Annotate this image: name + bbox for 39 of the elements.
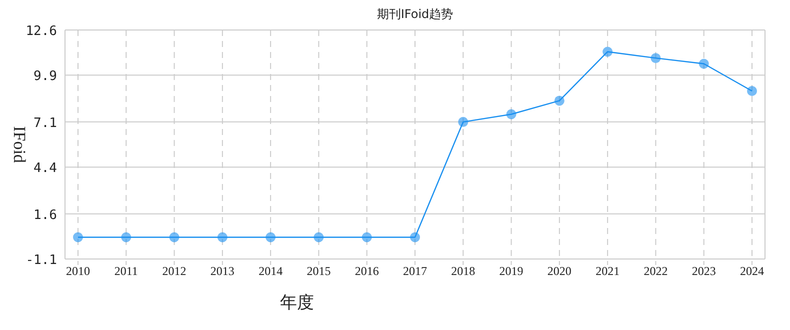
- y-tick-label: 9.9: [34, 69, 57, 84]
- point: [650, 53, 661, 64]
- point: [217, 232, 228, 242]
- y-tick-label: 4.4: [34, 161, 58, 176]
- y-tick-label: 1.6: [34, 208, 57, 223]
- x-tick-label: 2010: [66, 264, 90, 278]
- point: [314, 232, 324, 242]
- point: [410, 232, 420, 242]
- x-tick-label: 2020: [547, 264, 572, 278]
- x-tick-label: 2018: [451, 264, 476, 278]
- x-tick-label: 2024: [740, 264, 764, 278]
- y-axis-title: IFoid: [10, 126, 29, 164]
- x-tick-label: 2015: [306, 264, 331, 278]
- y-tick-label: -1.1: [26, 253, 57, 268]
- point: [602, 46, 613, 57]
- x-tick-label: 2013: [210, 264, 234, 278]
- point: [266, 232, 276, 242]
- point: [121, 232, 132, 242]
- point: [554, 96, 564, 106]
- x-tick-label: 2019: [499, 264, 524, 278]
- x-tick-label: 2011: [114, 264, 138, 278]
- point: [458, 116, 468, 127]
- point: [698, 58, 709, 69]
- point: [506, 109, 516, 120]
- x-axis-title: 年度: [280, 293, 314, 312]
- point: [362, 232, 372, 242]
- x-tick-label: 2016: [354, 264, 379, 278]
- y-tick-label: 7.1: [34, 116, 57, 131]
- point: [169, 232, 180, 242]
- point: [747, 86, 757, 96]
- point: [73, 232, 83, 242]
- x-tick-label: 2017: [403, 264, 427, 278]
- x-tick-label: 2023: [692, 264, 716, 278]
- x-tick-label: 2022: [644, 264, 668, 278]
- chart-title: 期刊IFoid趋势: [376, 7, 454, 21]
- x-tick-label: 2021: [596, 264, 620, 278]
- x-tick-label: 2012: [162, 264, 186, 278]
- x-tick-label: 2014: [258, 264, 283, 278]
- y-tick-label: 12.6: [26, 24, 57, 39]
